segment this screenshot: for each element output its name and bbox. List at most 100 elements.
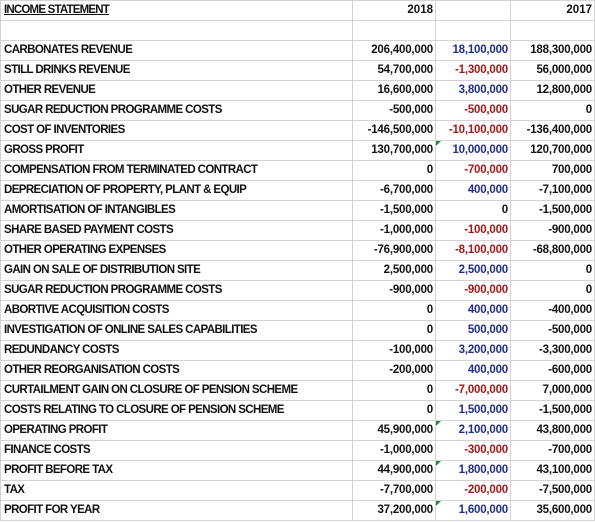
value-2018-cell[interactable]: -7,700,000 (352, 480, 436, 501)
value-2017-cell[interactable]: -7,100,000 (510, 180, 595, 201)
value-2018-cell[interactable]: -1,500,000 (352, 200, 436, 221)
difference-cell[interactable]: -100,000 (435, 220, 511, 241)
blank-cell[interactable] (435, 20, 511, 41)
row-label-cell[interactable]: SHARE BASED PAYMENT COSTS (0, 220, 353, 241)
difference-cell[interactable]: -200,000 (435, 480, 511, 501)
row-label-cell[interactable]: CURTAILMENT GAIN ON CLOSURE OF PENSION S… (0, 380, 353, 401)
row-label-cell[interactable]: SUGAR REDUCTION PROGRAMME COSTS (0, 280, 353, 301)
blank-cell[interactable] (510, 20, 595, 41)
value-2017-cell[interactable]: -900,000 (510, 220, 595, 241)
row-label-cell[interactable]: COST OF INVENTORIES (0, 120, 353, 141)
year-2017-header[interactable]: 2017 (510, 0, 595, 21)
difference-cell[interactable]: 1,500,000 (435, 400, 511, 421)
row-label-cell[interactable]: PROFIT FOR YEAR (0, 500, 353, 521)
difference-header-cell[interactable] (435, 0, 511, 21)
value-2018-cell[interactable]: -1,000,000 (352, 440, 436, 461)
value-2017-cell[interactable]: -500,000 (510, 320, 595, 341)
value-2017-cell[interactable]: -700,000 (510, 440, 595, 461)
row-label-cell[interactable]: DEPRECIATION OF PROPERTY, PLANT & EQUIP (0, 180, 353, 201)
difference-cell[interactable]: 1,600,000 (435, 500, 511, 521)
value-2017-cell[interactable]: -3,300,000 (510, 340, 595, 361)
row-label-cell[interactable]: FINANCE COSTS (0, 440, 353, 461)
difference-cell[interactable]: -8,100,000 (435, 240, 511, 261)
value-2018-cell[interactable]: 0 (352, 400, 436, 421)
row-label-cell[interactable]: COSTS RELATING TO CLOSURE OF PENSION SCH… (0, 400, 353, 421)
row-label-cell[interactable]: INVESTIGATION OF ONLINE SALES CAPABILITI… (0, 320, 353, 341)
value-2017-cell[interactable]: 700,000 (510, 160, 595, 181)
difference-cell[interactable]: -300,000 (435, 440, 511, 461)
difference-cell[interactable]: -10,100,000 (435, 120, 511, 141)
value-2017-cell[interactable]: 188,300,000 (510, 40, 595, 61)
value-2017-cell[interactable]: 7,000,000 (510, 380, 595, 401)
difference-cell[interactable]: -1,300,000 (435, 60, 511, 81)
value-2017-cell[interactable]: 0 (510, 260, 595, 281)
value-2017-cell[interactable]: 12,800,000 (510, 80, 595, 101)
row-label-cell[interactable]: SUGAR REDUCTION PROGRAMME COSTS (0, 100, 353, 121)
value-2017-cell[interactable]: -400,000 (510, 300, 595, 321)
row-label-cell[interactable]: GAIN ON SALE OF DISTRIBUTION SITE (0, 260, 353, 281)
value-2018-cell[interactable]: 2,500,000 (352, 260, 436, 281)
value-2018-cell[interactable]: 54,700,000 (352, 60, 436, 81)
difference-cell[interactable]: 400,000 (435, 180, 511, 201)
value-2017-cell[interactable]: 35,600,000 (510, 500, 595, 521)
year-2018-header[interactable]: 2018 (352, 0, 436, 21)
value-2018-cell[interactable]: 16,600,000 (352, 80, 436, 101)
value-2017-cell[interactable]: -1,500,000 (510, 200, 595, 221)
value-2017-cell[interactable]: -68,800,000 (510, 240, 595, 261)
value-2018-cell[interactable]: -6,700,000 (352, 180, 436, 201)
row-label-cell[interactable]: REDUNDANCY COSTS (0, 340, 353, 361)
value-2017-cell[interactable]: 43,800,000 (510, 420, 595, 441)
row-label-cell[interactable]: AMORTISATION OF INTANGIBLES (0, 200, 353, 221)
value-2017-cell[interactable]: -136,400,000 (510, 120, 595, 141)
value-2018-cell[interactable]: 130,700,000 (352, 140, 436, 161)
value-2018-cell[interactable]: -76,900,000 (352, 240, 436, 261)
value-2017-cell[interactable]: -1,500,000 (510, 400, 595, 421)
value-2018-cell[interactable]: 206,400,000 (352, 40, 436, 61)
row-label-cell[interactable]: STILL DRINKS REVENUE (0, 60, 353, 81)
value-2018-cell[interactable]: -1,000,000 (352, 220, 436, 241)
difference-cell[interactable]: 0 (435, 200, 511, 221)
value-2017-cell[interactable]: 56,000,000 (510, 60, 595, 81)
value-2018-cell[interactable]: 0 (352, 300, 436, 321)
value-2018-cell[interactable]: 44,900,000 (352, 460, 436, 481)
value-2018-cell[interactable]: -900,000 (352, 280, 436, 301)
value-2017-cell[interactable]: 0 (510, 280, 595, 301)
row-label-cell[interactable]: ABORTIVE ACQUISITION COSTS (0, 300, 353, 321)
row-label-cell[interactable]: OTHER OPERATING EXPENSES (0, 240, 353, 261)
difference-cell[interactable]: 18,100,000 (435, 40, 511, 61)
difference-cell[interactable]: 3,800,000 (435, 80, 511, 101)
row-label-cell[interactable]: OTHER REORGANISATION COSTS (0, 360, 353, 381)
value-2017-cell[interactable]: -600,000 (510, 360, 595, 381)
blank-cell[interactable] (352, 20, 436, 41)
value-2018-cell[interactable]: 0 (352, 320, 436, 341)
difference-cell[interactable]: -500,000 (435, 100, 511, 121)
difference-cell[interactable]: -900,000 (435, 280, 511, 301)
statement-title[interactable]: INCOME STATEMENT (0, 0, 353, 21)
row-label-cell[interactable]: CARBONATES REVENUE (0, 40, 353, 61)
value-2017-cell[interactable]: -7,500,000 (510, 480, 595, 501)
row-label-cell[interactable]: OPERATING PROFIT (0, 420, 353, 441)
difference-cell[interactable]: 10,000,000 (435, 140, 511, 161)
value-2018-cell[interactable]: -200,000 (352, 360, 436, 381)
value-2017-cell[interactable]: 0 (510, 100, 595, 121)
difference-cell[interactable]: 400,000 (435, 360, 511, 381)
value-2018-cell[interactable]: 37,200,000 (352, 500, 436, 521)
blank-cell[interactable] (0, 20, 353, 41)
value-2017-cell[interactable]: 120,700,000 (510, 140, 595, 161)
difference-cell[interactable]: 1,800,000 (435, 460, 511, 481)
row-label-cell[interactable]: PROFIT BEFORE TAX (0, 460, 353, 481)
row-label-cell[interactable]: COMPENSATION FROM TERMINATED CONTRACT (0, 160, 353, 181)
difference-cell[interactable]: -7,000,000 (435, 380, 511, 401)
value-2017-cell[interactable]: 43,100,000 (510, 460, 595, 481)
value-2018-cell[interactable]: -146,500,000 (352, 120, 436, 141)
difference-cell[interactable]: 400,000 (435, 300, 511, 321)
row-label-cell[interactable]: GROSS PROFIT (0, 140, 353, 161)
value-2018-cell[interactable]: 0 (352, 160, 436, 181)
row-label-cell[interactable]: OTHER REVENUE (0, 80, 353, 101)
difference-cell[interactable]: 500,000 (435, 320, 511, 341)
difference-cell[interactable]: 3,200,000 (435, 340, 511, 361)
difference-cell[interactable]: 2,500,000 (435, 260, 511, 281)
difference-cell[interactable]: -700,000 (435, 160, 511, 181)
value-2018-cell[interactable]: -500,000 (352, 100, 436, 121)
row-label-cell[interactable]: TAX (0, 480, 353, 501)
